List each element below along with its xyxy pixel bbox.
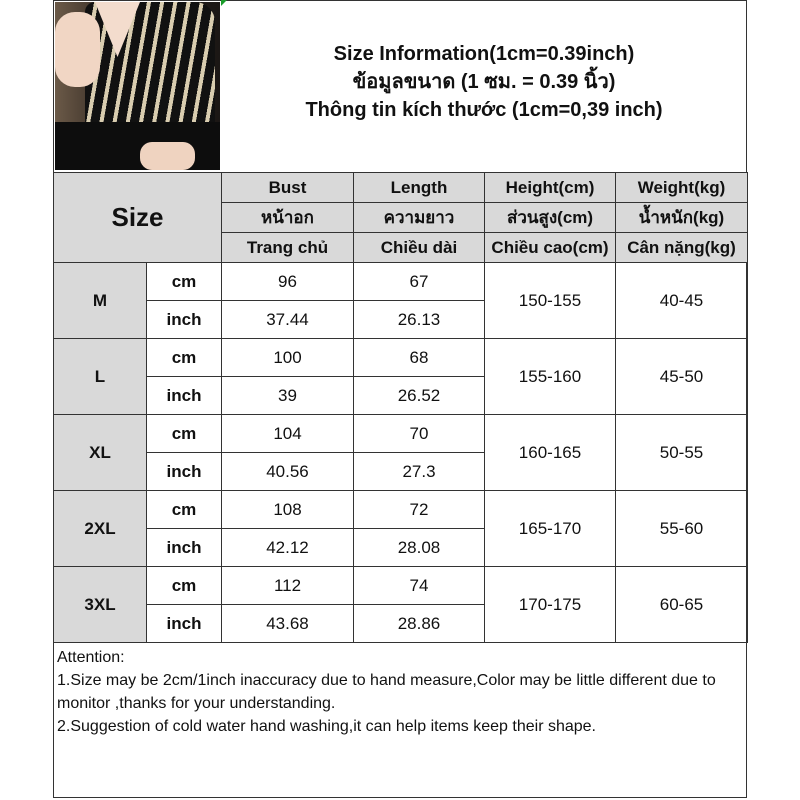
unit-inch: inch xyxy=(146,528,222,567)
unit-cm: cm xyxy=(146,490,222,529)
header-length-thai: ความยาว xyxy=(353,202,485,233)
unit-inch: inch xyxy=(146,604,222,643)
header-weight-vi: Cân nặng(kg) xyxy=(615,232,748,263)
length-inch: 28.08 xyxy=(353,528,485,567)
table-row: inch 43.68 28.86 xyxy=(54,604,748,643)
table-row: XL cm 104 70 160-165 50-55 xyxy=(53,414,748,491)
bust-cm: 96 xyxy=(221,262,354,301)
header-height: Height(cm) xyxy=(484,172,616,203)
header-height-thai: ส่วนสูง(cm) xyxy=(484,202,616,233)
table-row: 3XL cm 112 74 170-175 60-65 xyxy=(53,566,748,643)
bust-inch: 43.68 xyxy=(221,604,354,643)
table-row: inch 40.56 27.3 xyxy=(54,452,748,491)
unit-inch: inch xyxy=(146,300,222,339)
weight-range: 40-45 xyxy=(615,262,748,339)
header-length: Length xyxy=(353,172,485,203)
length-inch: 27.3 xyxy=(353,452,485,491)
length-cm: 67 xyxy=(353,262,485,301)
unit-cm: cm xyxy=(146,566,222,605)
size-label: XL xyxy=(53,414,147,491)
bust-cm: 104 xyxy=(221,414,354,453)
length-cm: 68 xyxy=(353,338,485,377)
bust-cm: 100 xyxy=(221,338,354,377)
bust-cm: 108 xyxy=(221,490,354,529)
header-weight: Weight(kg) xyxy=(615,172,748,203)
weight-range: 50-55 xyxy=(615,414,748,491)
height-range: 160-165 xyxy=(484,414,616,491)
table-row: M cm 96 67 150-155 40-45 xyxy=(53,262,748,339)
table-row: L cm 100 68 155-160 45-50 xyxy=(53,338,748,415)
bust-inch: 37.44 xyxy=(221,300,354,339)
unit-cm: cm xyxy=(146,262,222,301)
length-cm: 74 xyxy=(353,566,485,605)
height-range: 170-175 xyxy=(484,566,616,643)
header-bust: Bust xyxy=(221,172,354,203)
header-length-vi: Chiều dài xyxy=(353,232,485,263)
length-inch: 26.13 xyxy=(353,300,485,339)
unit-cm: cm xyxy=(146,338,222,377)
unit-inch: inch xyxy=(146,452,222,491)
attention-note-1: 1.Size may be 2cm/1inch inaccuracy due t… xyxy=(57,672,721,712)
title-vietnamese: Thông tin kích thước (1cm=0,39 inch) xyxy=(305,99,663,121)
header-height-vi: Chiều cao(cm) xyxy=(484,232,616,263)
corner-marker xyxy=(221,0,227,6)
size-table: Size Bust Length Height(cm) Weight(kg) ห… xyxy=(53,172,748,643)
table-row: 2XL cm 108 72 165-170 55-60 xyxy=(53,490,748,567)
attention-notes: Attention: 1.Size may be 2cm/1inch inacc… xyxy=(57,646,747,738)
unit-cm: cm xyxy=(146,414,222,453)
bust-inch: 42.12 xyxy=(221,528,354,567)
attention-note-2: 2.Suggestion of cold water hand washing,… xyxy=(57,718,596,735)
size-header: Size xyxy=(53,172,222,263)
length-cm: 70 xyxy=(353,414,485,453)
height-range: 165-170 xyxy=(484,490,616,567)
attention-heading: Attention: xyxy=(57,649,125,666)
length-inch: 26.52 xyxy=(353,376,485,415)
height-range: 150-155 xyxy=(484,262,616,339)
title-english: Size Information(1cm=0.39inch) xyxy=(333,43,635,65)
table-row: inch 37.44 26.13 xyxy=(54,300,748,339)
length-cm: 72 xyxy=(353,490,485,529)
product-photo xyxy=(55,2,220,170)
bust-inch: 40.56 xyxy=(221,452,354,491)
unit-inch: inch xyxy=(146,376,222,415)
header-bust-vi: Trang chủ xyxy=(221,232,354,263)
table-row: inch 39 26.52 xyxy=(54,376,748,415)
title-thai: ข้อมูลขนาด (1 ซม. = 0.39 นิ้ว) xyxy=(352,71,616,93)
height-range: 155-160 xyxy=(484,338,616,415)
size-info-title: Size Information(1cm=0.39inch) ข้อมูลขนา… xyxy=(221,40,747,124)
size-label: 2XL xyxy=(53,490,147,567)
header-weight-thai: น้ำหนัก(kg) xyxy=(615,202,748,233)
size-label: M xyxy=(53,262,147,339)
weight-range: 55-60 xyxy=(615,490,748,567)
bust-inch: 39 xyxy=(221,376,354,415)
bust-cm: 112 xyxy=(221,566,354,605)
length-inch: 28.86 xyxy=(353,604,485,643)
weight-range: 60-65 xyxy=(615,566,748,643)
size-label: 3XL xyxy=(53,566,147,643)
size-label: L xyxy=(53,338,147,415)
weight-range: 45-50 xyxy=(615,338,748,415)
header-bust-thai: หน้าอก xyxy=(221,202,354,233)
